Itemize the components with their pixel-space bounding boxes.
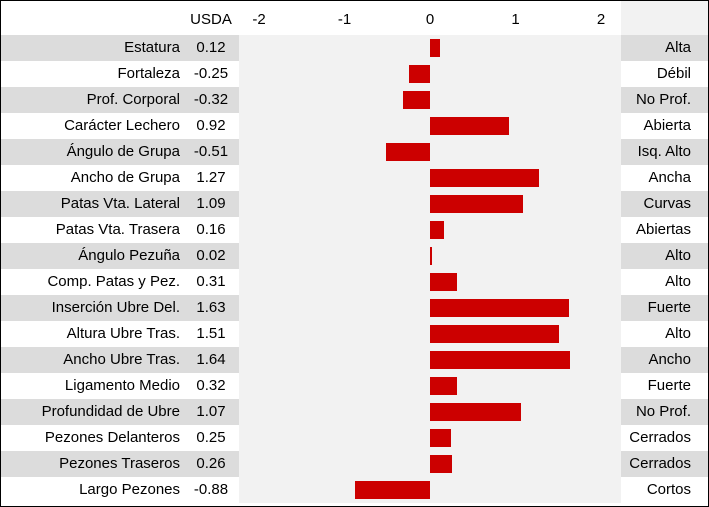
plot-band: [239, 477, 621, 503]
plot-band: [239, 61, 621, 87]
trait-label: Inserción Ubre Del.: [51, 299, 180, 316]
description-label: Cerrados: [629, 429, 691, 446]
description-label: No Prof.: [635, 91, 691, 108]
trait-label: Ancho de Grupa: [70, 169, 180, 186]
value-label: -0.88: [193, 481, 229, 498]
trait-bar: [386, 143, 430, 161]
value-label: 1.09: [196, 195, 226, 212]
description-label: Alto: [665, 273, 691, 290]
value-label: -0.25: [193, 65, 229, 82]
trait-label: Patas Vta. Trasera: [55, 221, 180, 238]
trait-label: Pezones Traseros: [59, 455, 180, 472]
trait-label: Ancho Ubre Tras.: [63, 351, 180, 368]
value-label: -0.51: [193, 143, 229, 160]
value-label: 0.25: [196, 429, 226, 446]
value-label: 1.64: [196, 351, 226, 368]
trait-bar: [402, 91, 430, 109]
trait-label: Altura Ubre Tras.: [66, 325, 180, 342]
description-label: Ancho: [648, 351, 691, 368]
trait-bar: [430, 247, 432, 265]
trait-bar: [430, 351, 571, 369]
trait-bar: [430, 195, 524, 213]
description-label: Débil: [656, 65, 691, 82]
trait-label: Comp. Patas y Pez.: [47, 273, 180, 290]
trait-bar: [430, 403, 522, 421]
value-label: 1.27: [196, 169, 226, 186]
trait-bar: [430, 273, 457, 291]
description-label: Cerrados: [629, 455, 691, 472]
value-label: 0.92: [196, 117, 226, 134]
plot-band: [239, 139, 621, 165]
trait-bar: [408, 65, 430, 83]
trait-bar: [430, 39, 441, 57]
trait-bar: [430, 429, 452, 447]
trait-label: Largo Pezones: [79, 481, 180, 498]
x-tick-label: 2: [596, 11, 606, 28]
value-label: -0.32: [193, 91, 229, 108]
trait-bar: [430, 169, 539, 187]
description-label: Fuerte: [647, 377, 691, 394]
description-label: Cortos: [646, 481, 691, 498]
value-label: 0.02: [196, 247, 226, 264]
x-tick-label: 1: [511, 11, 520, 28]
description-label: No Prof.: [635, 403, 691, 420]
trait-label: Profundidad de Ubre: [41, 403, 180, 420]
description-label: Abierta: [643, 117, 691, 134]
value-label: 1.63: [196, 299, 226, 316]
value-label: 0.26: [196, 455, 226, 472]
header-band: [621, 1, 708, 35]
trait-label: Estatura: [124, 39, 180, 56]
description-label: Alto: [665, 325, 691, 342]
trait-bar: [430, 377, 458, 395]
description-label: Fuerte: [647, 299, 691, 316]
x-tick-label: -1: [337, 11, 352, 28]
plot-band: [239, 87, 621, 113]
x-tick-label: 0: [425, 11, 435, 28]
value-label: 1.07: [196, 403, 226, 420]
trait-bar: [430, 325, 560, 343]
description-label: Alto: [665, 247, 691, 264]
description-label: Ancha: [648, 169, 691, 186]
trait-bar: [430, 117, 509, 135]
value-label: 1.51: [196, 325, 226, 342]
trait-label: Patas Vta. Lateral: [60, 195, 180, 212]
trait-label: Carácter Lechero: [64, 117, 180, 134]
value-column-header: USDA: [190, 11, 232, 28]
description-label: Isq. Alto: [637, 143, 691, 160]
trait-label: Ligamento Medio: [64, 377, 180, 394]
trait-label: Fortaleza: [117, 65, 180, 82]
value-label: 0.12: [196, 39, 226, 56]
value-label: 0.32: [196, 377, 226, 394]
trait-bar: [430, 455, 453, 473]
trait-label: Prof. Corporal: [86, 91, 180, 108]
x-tick-label: -2: [252, 11, 266, 28]
trait-bar: [430, 299, 570, 317]
description-label: Curvas: [643, 195, 691, 212]
value-label: 0.31: [196, 273, 226, 290]
trait-label: Ángulo de Grupa: [66, 143, 180, 160]
trait-label: Pezones Delanteros: [44, 429, 180, 446]
trait-bar: [430, 221, 444, 239]
trait-label: Ángulo Pezuña: [78, 247, 180, 264]
value-label: 0.16: [196, 221, 226, 238]
description-label: Abiertas: [635, 221, 691, 238]
trait-bar: [354, 481, 430, 499]
description-label: Alta: [665, 39, 691, 56]
